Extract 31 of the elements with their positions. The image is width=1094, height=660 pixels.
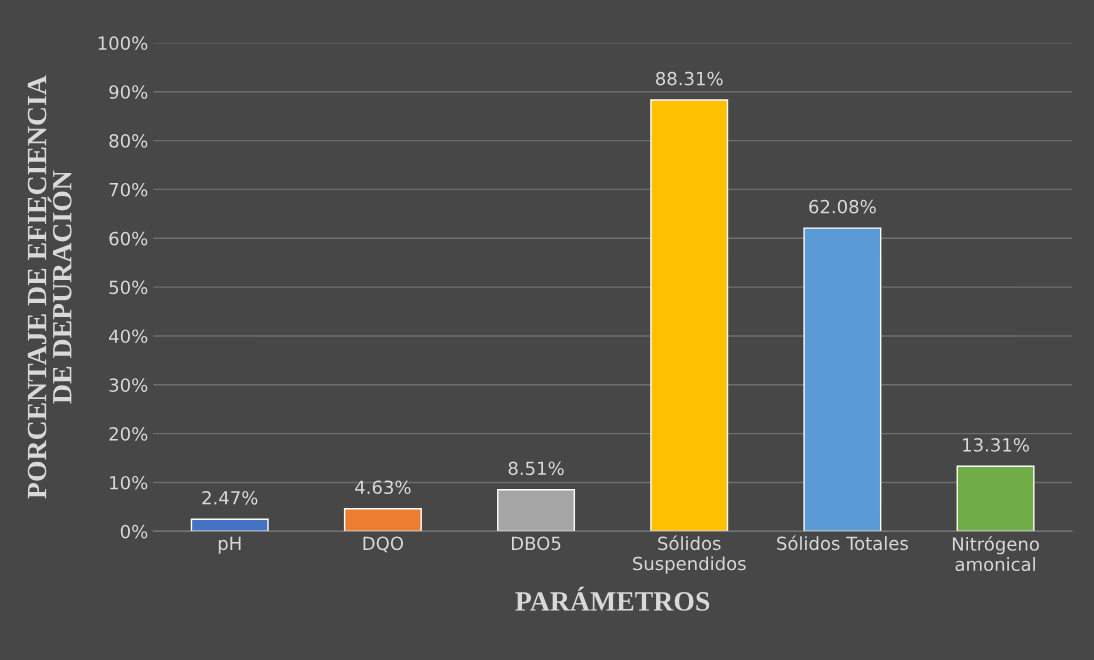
x-tick-label: pH [218, 536, 241, 554]
x-axis-title: PARÁMETROS [515, 586, 710, 611]
bar [343, 507, 422, 532]
bar [190, 518, 269, 532]
x-tick-label: DQO [363, 536, 404, 553]
y-axis-title: PORCENTAJE DE EFIECIENCIA DE DEPURACIÓN [27, 75, 72, 499]
y-tick-label: 20% [109, 427, 148, 441]
y-tick-label: 60% [109, 231, 148, 246]
y-tick-label: 10% [110, 475, 148, 490]
data-label: 8.51% [508, 461, 564, 476]
bar [650, 99, 729, 532]
data-label: 2.47% [202, 490, 258, 505]
x-tick-label: DBO5 [511, 536, 561, 551]
y-tick-label: 40% [109, 329, 148, 344]
y-tick-label: 100% [98, 36, 148, 51]
data-label: 88.31% [656, 71, 723, 86]
data-label: 62.08% [809, 199, 876, 214]
x-tick-label: Sólidos Totales [777, 535, 908, 551]
y-tick-label: 0% [120, 524, 148, 539]
y-tick-label: 70% [109, 182, 148, 197]
data-label: 13.31% [963, 438, 1029, 452]
x-tick-label: Nitrógeno amonical [952, 536, 1039, 572]
y-tick-label: 90% [109, 85, 148, 99]
y-tick-label: 80% [109, 134, 148, 148]
y-tick-label: 50% [109, 280, 148, 295]
bar [497, 489, 576, 532]
x-tick-label: Sólidos Suspendidos [633, 535, 746, 574]
bar [803, 227, 882, 532]
bar [956, 465, 1035, 532]
y-tick-label: 30% [109, 378, 148, 392]
data-label: 4.63% [355, 480, 411, 495]
